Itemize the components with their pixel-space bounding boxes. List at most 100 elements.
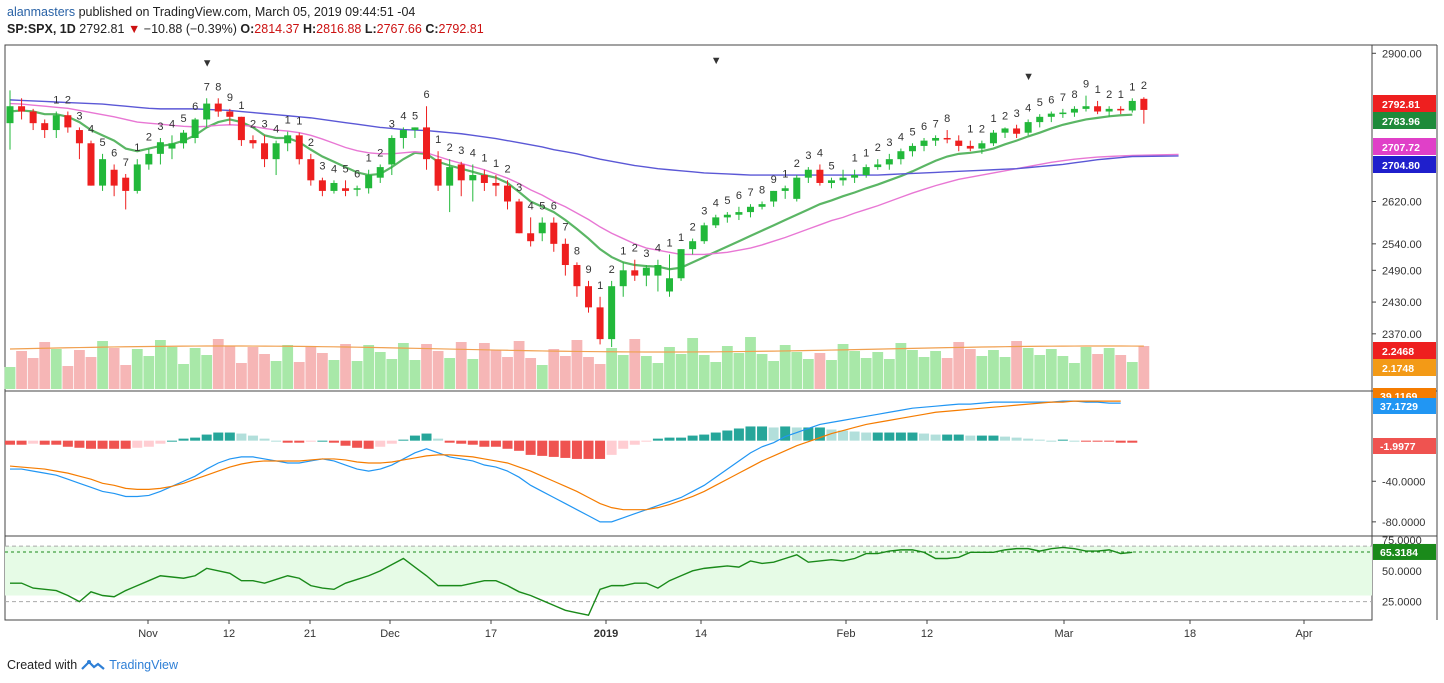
td-count-down: 4 (273, 124, 279, 136)
volume-bar (941, 358, 953, 389)
author-link[interactable]: alanmasters (7, 5, 76, 19)
td-count-up: 1 (863, 147, 869, 159)
macd-signal-line (9, 400, 1121, 511)
td-count-down: 3 (319, 161, 325, 173)
candle-body (851, 175, 859, 178)
td-count-down: 2 (505, 163, 511, 175)
td-count-up: 3 (1014, 108, 1020, 120)
price-tag (1373, 156, 1436, 173)
candle-body (411, 127, 419, 131)
volume-bar (108, 348, 120, 389)
rsi-band (5, 546, 1372, 596)
td-count-up: 6 (424, 89, 430, 101)
volume-bar (502, 357, 513, 389)
volume-bar (316, 353, 328, 389)
candle-body (446, 167, 454, 186)
macd-histogram-bar (294, 440, 305, 443)
change-arrow-icon: ▼ (127, 22, 141, 36)
volume-bar (16, 351, 27, 389)
volume-bar (583, 357, 594, 389)
macd-histogram-bar (652, 438, 663, 441)
volume-bar (826, 360, 837, 389)
publish-text: published on TradingView.com, March 05, … (78, 5, 416, 19)
candle-body (712, 217, 720, 226)
macd-histogram-bar (849, 431, 860, 441)
td-count-down: 1 (296, 116, 302, 128)
macd-tag-label: -1.9977 (1380, 441, 1416, 453)
td-count-up: 5 (412, 110, 418, 122)
td-count-up: 4 (817, 147, 823, 159)
symbol-name[interactable]: SP:SPX, 1D (7, 22, 76, 36)
candle-body (700, 225, 708, 242)
macd-histogram-bar (1011, 437, 1022, 441)
macd-histogram-bar (328, 440, 339, 443)
volume-bar (155, 340, 166, 389)
td-count-up: 3 (701, 206, 707, 218)
volume-bar (849, 351, 861, 389)
td-count-down: 7 (562, 222, 568, 234)
macd-histogram-bar (1127, 440, 1138, 443)
td-count-down: 4 (528, 200, 534, 212)
volume-bar (74, 350, 85, 389)
volume-bar (478, 343, 490, 389)
macd-histogram-bar (213, 432, 224, 441)
td-count-down: 1 (666, 237, 672, 249)
macd-histogram-bar (791, 427, 802, 441)
macd-histogram-bar (757, 426, 768, 441)
macd-histogram-bar (1115, 440, 1126, 443)
macd-histogram-bar (1081, 440, 1092, 442)
price-tag (1373, 112, 1436, 129)
macd-histogram-bar (560, 440, 571, 458)
macd-histogram-bar (97, 440, 108, 449)
candle-body (261, 143, 269, 160)
price-tag (1373, 138, 1436, 155)
volume-bar (305, 346, 317, 389)
volume-bar (999, 357, 1011, 389)
td-count-up: 1 (366, 153, 372, 165)
td-count-up: 1 (1129, 81, 1135, 93)
volume-bar (976, 356, 988, 389)
x-tick-label: 2019 (594, 628, 618, 640)
macd-histogram-bar (745, 426, 756, 441)
volume-bar (721, 346, 733, 389)
td-count-up: 6 (736, 190, 742, 202)
candle-body (561, 243, 569, 266)
volume-bar (467, 359, 479, 389)
candle-body (353, 188, 361, 190)
td-count-down: 5 (539, 200, 545, 212)
macd-histogram-bar (247, 435, 258, 441)
candle-body (75, 130, 83, 144)
macd-histogram-bar (988, 435, 999, 441)
volume-bar (386, 359, 398, 389)
td-count-up: 5 (1037, 97, 1043, 109)
candle-body (272, 143, 280, 160)
volume-tag-label: 2.1748 (1382, 363, 1414, 375)
volume-bar (85, 357, 97, 389)
candle-body (399, 130, 407, 138)
macd-histogram-bar (85, 440, 96, 449)
volume-bar (548, 349, 560, 389)
td-count-up: 9 (227, 92, 233, 104)
td-count-down: 3 (262, 118, 268, 130)
candle-body (677, 249, 685, 279)
volume-bar (143, 356, 155, 389)
td-count-up: 5 (909, 126, 915, 138)
candle-body (330, 182, 338, 191)
tradingview-brand-link[interactable]: TradingView (109, 658, 178, 672)
candle-body (1140, 98, 1148, 110)
td-count-up: 1 (678, 232, 684, 244)
volume-bar (733, 353, 745, 389)
volume-bar (872, 352, 884, 389)
td-count-up: 4 (898, 132, 904, 144)
candle-body (874, 164, 882, 168)
candle-body (237, 116, 245, 141)
td-count-up: 4 (1025, 102, 1031, 114)
volume-bar (768, 361, 780, 389)
macd-histogram-bar (305, 440, 316, 442)
td-count-up: 3 (157, 121, 163, 133)
macd-histogram-bar (502, 440, 513, 449)
publish-info: alanmasters published on TradingView.com… (7, 5, 415, 19)
macd-histogram-bar (201, 434, 212, 441)
volume-bar (432, 351, 444, 389)
